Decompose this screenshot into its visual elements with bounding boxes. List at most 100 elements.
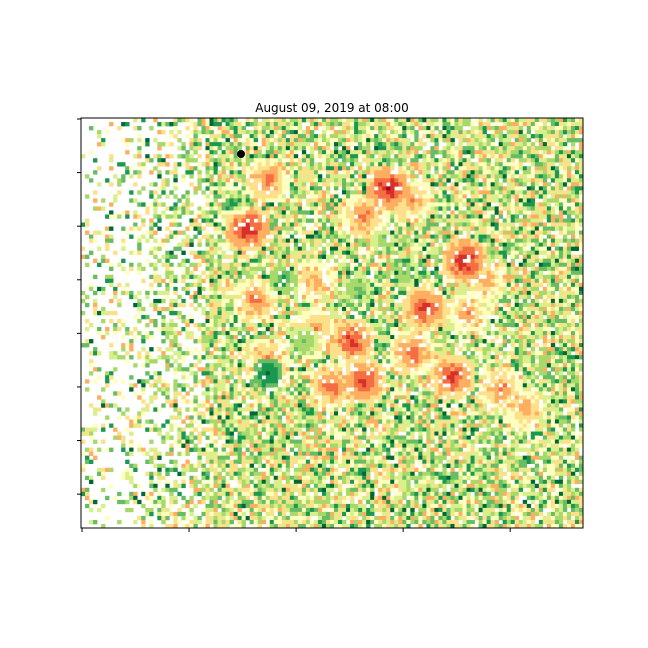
heatmap-cell xyxy=(209,198,214,203)
heatmap-cell xyxy=(257,234,263,239)
heatmap-cell xyxy=(293,262,299,268)
heatmap-cell xyxy=(342,182,347,187)
heatmap-cell xyxy=(522,226,528,231)
heatmap-cell xyxy=(402,282,407,288)
heatmap-cell xyxy=(550,218,556,223)
heatmap-cell xyxy=(358,246,363,251)
heatmap-cell xyxy=(398,126,403,131)
heatmap-cell xyxy=(562,266,568,272)
heatmap-cell xyxy=(530,142,536,147)
heatmap-cell xyxy=(366,218,371,223)
heatmap-cell xyxy=(269,130,275,135)
heatmap-cell xyxy=(293,310,299,316)
heatmap-cell xyxy=(462,226,467,231)
heatmap-cell xyxy=(402,250,407,255)
heatmap-cell xyxy=(522,194,528,199)
heatmap-cell xyxy=(390,282,395,288)
heatmap-cell xyxy=(217,226,222,231)
heatmap-cell xyxy=(253,234,259,239)
heatmap-cell xyxy=(137,246,142,251)
heatmap-cell xyxy=(289,262,295,268)
heatmap-cell xyxy=(510,238,516,243)
heatmap-cell xyxy=(237,174,242,179)
heatmap-cell xyxy=(342,314,347,320)
heatmap-cell xyxy=(261,182,267,187)
heatmap-cell xyxy=(462,186,467,191)
heatmap-cell xyxy=(390,198,395,203)
heatmap-cell xyxy=(506,130,512,135)
heatmap-cell xyxy=(273,278,279,284)
heatmap-cell xyxy=(554,142,560,147)
heatmap-cell xyxy=(418,198,423,203)
heatmap-cell xyxy=(362,202,367,207)
heatmap-cell xyxy=(342,306,347,312)
heatmap-cell xyxy=(265,202,271,207)
heatmap-cell xyxy=(490,166,495,171)
heatmap-cell xyxy=(426,138,431,143)
heatmap-cell xyxy=(558,323,564,328)
heatmap-cell xyxy=(301,142,307,147)
heatmap-cell xyxy=(225,270,230,276)
heatmap-cell xyxy=(402,246,407,251)
heatmap-cell xyxy=(309,254,315,259)
heatmap-cell xyxy=(402,323,407,328)
heatmap-cell xyxy=(490,206,495,211)
heatmap-cell xyxy=(470,254,475,259)
heatmap-cell xyxy=(305,266,311,272)
heatmap-cell xyxy=(277,290,283,296)
heatmap-cell xyxy=(494,270,499,276)
heatmap-cell xyxy=(297,210,303,215)
heatmap-cell xyxy=(173,214,178,219)
heatmap-cell xyxy=(406,214,411,219)
heatmap-cell xyxy=(438,258,443,264)
heatmap-cell xyxy=(382,122,387,127)
heatmap-cell xyxy=(366,246,371,251)
heatmap-cell xyxy=(526,290,532,296)
heatmap-cell xyxy=(538,250,544,255)
heatmap-cell xyxy=(450,138,455,143)
heatmap-cell xyxy=(510,246,516,251)
heatmap-cell xyxy=(354,198,359,203)
heatmap-cell xyxy=(233,310,238,316)
heatmap-cell xyxy=(514,306,520,312)
heatmap-cell xyxy=(81,298,86,304)
heatmap-cell xyxy=(105,246,110,251)
heatmap-cell xyxy=(434,170,439,175)
heatmap-cell xyxy=(269,286,275,292)
heatmap-cell xyxy=(486,166,491,171)
heatmap-cell xyxy=(173,230,178,235)
heatmap-cell xyxy=(281,150,287,155)
heatmap-cell xyxy=(89,250,94,255)
heatmap-cell xyxy=(213,286,218,292)
heatmap-cell xyxy=(313,162,319,167)
heatmap-cell xyxy=(502,154,507,159)
heatmap-cell xyxy=(165,294,170,300)
heatmap-cell xyxy=(233,158,238,163)
heatmap-cell xyxy=(358,306,363,312)
heatmap-cell xyxy=(201,306,206,312)
heatmap-cell xyxy=(534,230,540,235)
heatmap-cell xyxy=(442,210,447,215)
heatmap-cell xyxy=(225,146,230,151)
heatmap-cell xyxy=(482,298,487,304)
heatmap-cell xyxy=(562,178,568,183)
heatmap-cell xyxy=(269,278,275,284)
heatmap-cell xyxy=(398,274,403,280)
heatmap-cell xyxy=(145,158,150,163)
heatmap-cell xyxy=(526,166,532,171)
heatmap-cell xyxy=(201,214,206,219)
heatmap-cell xyxy=(273,222,279,227)
heatmap-cell xyxy=(526,178,532,183)
heatmap-cell xyxy=(566,306,572,312)
heatmap-cell xyxy=(538,230,544,235)
heatmap-cell xyxy=(382,306,387,312)
heatmap-cell xyxy=(402,218,407,223)
heatmap-cell xyxy=(538,310,544,316)
heatmap-cell xyxy=(546,146,552,151)
heatmap-cell xyxy=(426,314,431,320)
heatmap-cell xyxy=(342,150,347,155)
heatmap-cell xyxy=(510,214,516,219)
heatmap-cell xyxy=(498,230,503,235)
heatmap-cell xyxy=(494,178,499,183)
heatmap-cell xyxy=(209,190,214,195)
